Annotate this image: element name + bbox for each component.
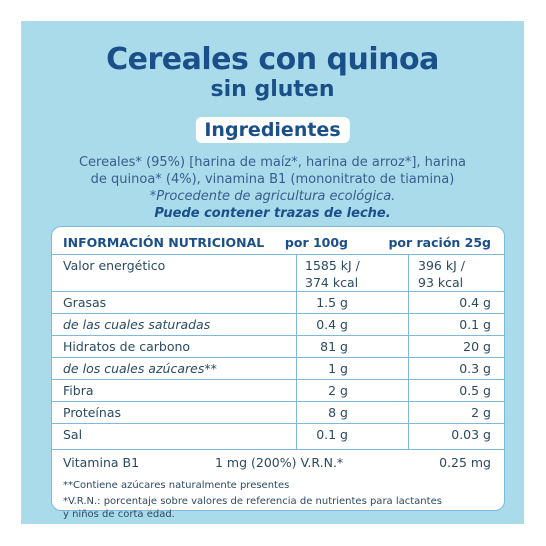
row-label: Hidratos de carbono [63, 339, 191, 354]
organic-note: *Procedente de agricultura ecológica. [149, 189, 396, 204]
row-separator [52, 423, 504, 424]
product-subtitle: sin gluten [210, 77, 335, 102]
row-separator [52, 379, 504, 380]
row-separator [52, 449, 504, 450]
row-per100: 0.1 g [316, 427, 348, 442]
row-separator [52, 335, 504, 336]
row-label: de los cuales azúcares** [63, 361, 217, 376]
row-per100: 8 g [328, 405, 348, 420]
row-separator [52, 291, 504, 292]
energy-portion-kcal: 93 kcal [418, 275, 464, 290]
allergen-note: Puede contener trazas de leche. [154, 206, 391, 221]
nutrition-table: INFORMACIÓN NUTRICIONAL por 100g por rac… [51, 226, 505, 520]
row-label: Grasas [63, 295, 107, 310]
footnote-sugars: **Contiene azúcares naturalmente present… [63, 480, 290, 491]
footnote-vrn-cont: y niños de corta edad. [63, 509, 175, 520]
row-separator [52, 401, 504, 402]
row-separator [52, 313, 504, 314]
ingredients-heading: Ingredientes [195, 117, 350, 143]
row-label: Fibra [63, 383, 94, 398]
row-portion: 20 g [463, 339, 491, 354]
header-per100: por 100g [284, 235, 348, 250]
row-label: Vitamina B1 [63, 455, 140, 470]
vitamin-per100: 1 mg (200%) V.R.N.* [215, 455, 344, 470]
row-portion: 0.3 g [459, 361, 491, 376]
column-divider [408, 254, 409, 449]
label-panel: Cereales con quinoa sin gluten Ingredien… [21, 21, 524, 524]
row-portion: 0.5 g [459, 383, 491, 398]
energy-per100-kcal: 374 kcal [305, 275, 359, 290]
header-separator [52, 254, 504, 255]
header-portion: por ración 25g [388, 235, 491, 250]
energy-per100-kj: 1585 kJ / [305, 258, 360, 273]
row-per100: 81 g [320, 339, 348, 354]
row-label: Proteínas [63, 405, 121, 420]
row-per100: 1 g [328, 361, 348, 376]
row-label: de las cuales saturadas [63, 317, 211, 332]
row-per100: 1.5 g [316, 295, 348, 310]
ingredients-line: Cereales* (95%) [harina de maíz*, harina… [78, 155, 467, 170]
row-per100: 0.4 g [316, 317, 348, 332]
footnote-vrn: *V.R.N.: porcentaje sobre valores de ref… [63, 496, 442, 507]
row-label: Valor energético [63, 258, 166, 273]
row-separator [52, 357, 504, 358]
header-label: INFORMACIÓN NUTRICIONAL [63, 235, 265, 250]
row-portion: 0.03 g [451, 427, 491, 442]
ingredients-block: Cereales* (95%) [harina de maíz*, harina… [21, 154, 524, 222]
ingredients-line: de quinoa* (4%), vinamina B1 (mononitrat… [90, 172, 455, 187]
footnotes: **Contiene azúcares naturalmente present… [63, 479, 493, 521]
row-portion: 2 g [471, 405, 491, 420]
row-label: Sal [63, 427, 83, 442]
row-portion: 0.1 g [459, 317, 491, 332]
energy-portion-kj: 396 kJ / [418, 258, 465, 273]
row-per100: 2 g [328, 383, 348, 398]
row-portion: 0.4 g [459, 295, 491, 310]
column-divider [296, 254, 297, 449]
product-title: Cereales con quinoa [106, 42, 439, 77]
vitamin-portion: 0.25 mg [439, 455, 491, 470]
